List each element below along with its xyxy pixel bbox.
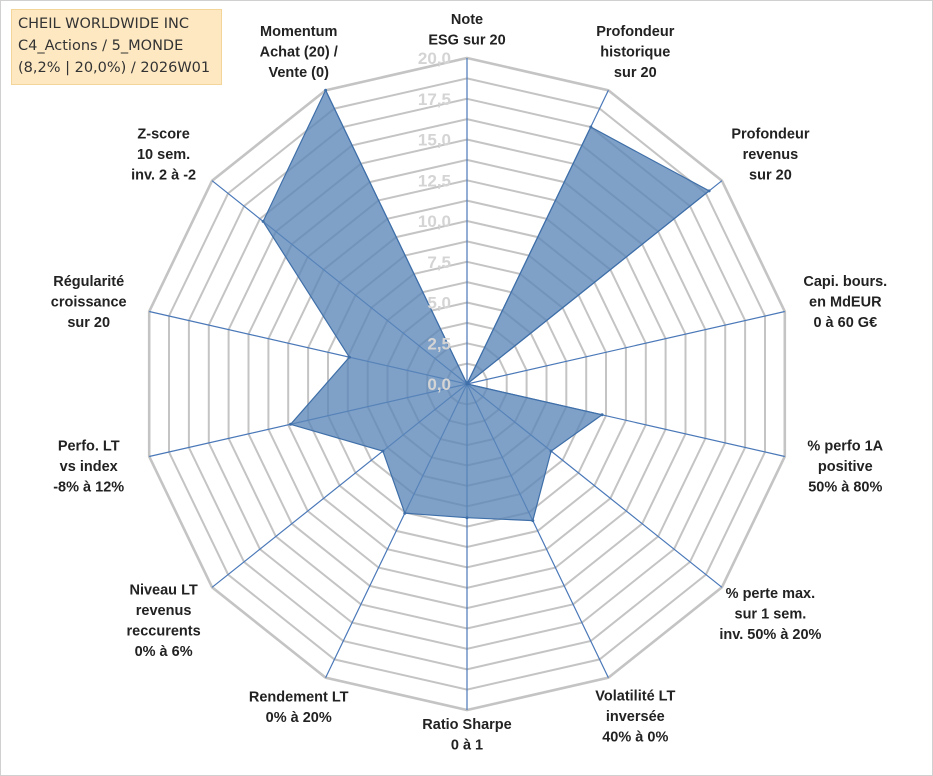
axis-label-line: 0 à 1 <box>451 738 483 754</box>
axis-label-line: positive <box>818 459 873 475</box>
axis-label: Profondeur revenus sur 20 <box>731 126 809 183</box>
axis-label-line: Profondeur <box>731 126 809 142</box>
axis-label-line: 10 sem. <box>137 147 190 163</box>
axis-label: Momentum Achat (20) / Vente (0) <box>260 24 338 81</box>
axis-label-line: 0 à 60 G€ <box>813 315 877 331</box>
axis-label-line: Achat (20) / <box>260 45 338 61</box>
axis-label-line: 0% à 20% <box>266 710 332 726</box>
radial-tick-label: 12,5 <box>418 171 451 190</box>
axis-label-line: Régularité <box>53 274 124 290</box>
radar-data-point <box>707 189 711 193</box>
axis-label-line: inversée <box>606 709 665 725</box>
axis-label-line: sur 20 <box>614 65 657 81</box>
axis-label-line: Profondeur <box>596 24 674 40</box>
radar-data-point <box>600 413 604 417</box>
axis-label-line: 40% à 0% <box>602 730 668 746</box>
axis-label-line: en MdEUR <box>809 295 882 311</box>
radar-data-point <box>347 355 351 359</box>
axis-label-line: % perte max. <box>726 586 815 602</box>
axis-label: Régularité croissance sur 20 <box>51 274 127 331</box>
radar-data-point <box>403 511 407 515</box>
axis-label: Profondeur historique sur 20 <box>596 24 674 81</box>
axis-label-line: Perfo. LT <box>58 438 120 454</box>
axis-label-line: Niveau LT <box>129 582 197 598</box>
axis-label-line: reccurents <box>127 623 201 639</box>
radar-data-point <box>549 449 553 453</box>
axis-label-line: vs index <box>60 459 118 475</box>
radar-data-point <box>261 219 265 223</box>
axis-label-line: Momentum <box>260 24 337 40</box>
radar-axis-labels: Note ESG sur 20 Profondeur historique sur 20… <box>51 12 887 754</box>
axis-label: Rendement LT 0% à 20% <box>249 690 349 727</box>
axis-label-line: sur 1 sem. <box>735 607 807 623</box>
axis-label: % perfo 1A positive 50% à 80% <box>807 438 883 495</box>
title-company: CHEIL WORLDWIDE INC <box>18 16 190 32</box>
radar-data-point <box>465 516 469 520</box>
radar-tick-labels: 0,0 2,5 5,0 7,5 10,0 12,5 15,0 17,5 20,0 <box>418 49 451 394</box>
axis-label: Ratio Sharpe 0 à 1 <box>422 717 511 754</box>
axis-label-line: Ratio Sharpe <box>422 717 511 733</box>
radar-data-point <box>289 422 293 426</box>
title-params: (8,2% | 20,0%) / 2026W01 <box>18 60 211 76</box>
axis-label-line: ESG sur 20 <box>428 33 505 49</box>
axis-label-line: croissance <box>51 295 127 311</box>
axis-label-line: -8% à 12% <box>53 479 124 495</box>
radial-tick-label: 0,0 <box>427 375 451 394</box>
axis-label-line: revenus <box>743 147 799 163</box>
radar-data-point <box>531 519 535 523</box>
radial-tick-label: 2,5 <box>427 334 451 353</box>
radar-data-point <box>589 125 593 129</box>
radar-data-point <box>324 88 328 92</box>
radar-data-point <box>381 449 385 453</box>
radial-tick-label: 17,5 <box>418 90 451 109</box>
axis-label-line: revenus <box>136 603 192 619</box>
axis-label-line: Volatilité LT <box>595 689 675 705</box>
axis-label-line: Z-score <box>137 126 189 142</box>
axis-label-line: Note <box>451 12 483 28</box>
radar-series-area <box>262 88 711 522</box>
axis-label-line: 50% à 80% <box>808 479 882 495</box>
axis-label-line: inv. 2 à -2 <box>131 167 196 183</box>
title-category: C4_Actions / 5_MONDE <box>18 38 184 54</box>
radial-tick-label: 15,0 <box>418 131 451 150</box>
axis-label: Z-score 10 sem. inv. 2 à -2 <box>131 126 196 183</box>
axis-label-line: Rendement LT <box>249 690 349 706</box>
radial-tick-label: 5,0 <box>427 294 451 313</box>
chart-title-box: CHEIL WORLDWIDE INC C4_Actions / 5_MONDE… <box>11 9 222 85</box>
axis-label-line: Capi. bours. <box>803 274 887 290</box>
axis-label-line: sur 20 <box>67 315 110 331</box>
radial-tick-label: 20,0 <box>418 49 451 68</box>
axis-label-line: 0% à 6% <box>135 644 193 660</box>
axis-label-line: historique <box>600 45 670 61</box>
radar-data-point <box>465 382 469 386</box>
axis-label: Capi. bours. en MdEUR 0 à 60 G€ <box>803 274 887 331</box>
axis-label-line: sur 20 <box>749 167 792 183</box>
axis-label-line: % perfo 1A <box>807 438 883 454</box>
radar-spoke <box>466 310 785 385</box>
axis-label: Note ESG sur 20 <box>428 12 505 49</box>
axis-label-line: Vente (0) <box>268 65 329 81</box>
axis-label: Volatilité LT inversée 40% à 0% <box>595 689 675 746</box>
axis-label-line: inv. 50% à 20% <box>719 627 821 643</box>
radial-tick-label: 10,0 <box>418 212 451 231</box>
radar-series <box>261 88 711 523</box>
axis-label: % perte max. sur 1 sem. inv. 50% à 20% <box>719 586 821 643</box>
radial-tick-label: 7,5 <box>427 253 451 272</box>
axis-label: Niveau LT revenus reccurents 0% à 6% <box>127 582 201 660</box>
axis-label: Perfo. LT vs index -8% à 12% <box>53 438 124 495</box>
